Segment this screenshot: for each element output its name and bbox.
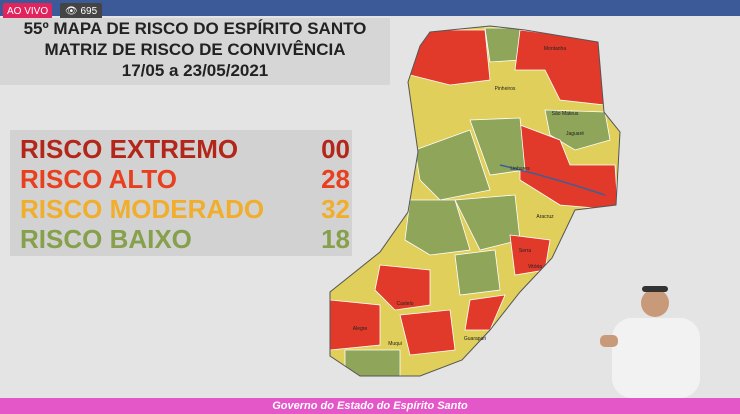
risk-count: 18 xyxy=(321,224,350,254)
risk-row: RISCO EXTREMO 00 xyxy=(20,134,350,164)
map-label: São Mateus xyxy=(552,111,579,117)
map-label: Jaguaré xyxy=(566,131,584,137)
map-label: Muqui xyxy=(388,341,402,347)
viewer-number: 695 xyxy=(80,6,98,17)
risk-table: RISCO EXTREMO 00 RISCO ALTO 28 RISCO MODER… xyxy=(10,130,352,256)
risk-count: 28 xyxy=(321,164,350,194)
map-label: Alegre xyxy=(353,326,368,332)
risk-count: 00 xyxy=(321,134,350,164)
river xyxy=(499,164,606,196)
risk-row: RISCO MODERADO 32 xyxy=(20,194,350,224)
risk-label: RISCO EXTREMO xyxy=(20,134,239,164)
risk-count: 32 xyxy=(321,194,350,224)
live-badge: AO VIVO xyxy=(3,3,53,20)
risk-label: RISCO BAIXO xyxy=(20,224,192,254)
map-label: Pinheiros xyxy=(495,86,516,92)
map-label: Linhares xyxy=(510,166,530,172)
footer: Governo do Estado do Espírito Santo xyxy=(0,398,740,414)
state-outline xyxy=(329,25,621,377)
map-label: Vitória xyxy=(528,264,542,270)
top-bar xyxy=(0,0,740,16)
risk-label: RISCO ALTO xyxy=(20,164,177,194)
title-line: 17/05 a 23/05/2021 xyxy=(121,61,269,80)
map-label: Serra xyxy=(519,248,531,254)
map-label: Montanha xyxy=(544,46,566,52)
risk-row: RISCO BAIXO 18 xyxy=(20,224,350,254)
title-line: 55º MAPA DE RISCO DO ESPÍRITO SANTO xyxy=(23,19,367,38)
title-box: 55º MAPA DE RISCO DO ESPÍRITO SANTO MATR… xyxy=(0,18,390,85)
interpreter-hand xyxy=(600,335,618,347)
interpreter-hair xyxy=(642,286,668,292)
risk-label: RISCO MODERADO xyxy=(20,194,265,224)
municipalities xyxy=(330,26,620,376)
risk-row: RISCO ALTO 28 xyxy=(20,164,350,194)
map-label: Aracruz xyxy=(536,214,554,220)
map-label: Guarapari xyxy=(464,336,486,342)
map-label: Castelo xyxy=(397,301,414,307)
interpreter-body xyxy=(612,318,700,398)
map-labels: Montanha Pinheiros São Mateus Jaguaré Linhar… xyxy=(353,46,584,347)
interpreter-head xyxy=(641,289,669,317)
interpreter xyxy=(600,286,700,398)
title-line: MATRIZ DE RISCO DE CONVIVÊNCIA xyxy=(44,40,346,59)
viewer-count: 👁 695 xyxy=(60,3,103,20)
